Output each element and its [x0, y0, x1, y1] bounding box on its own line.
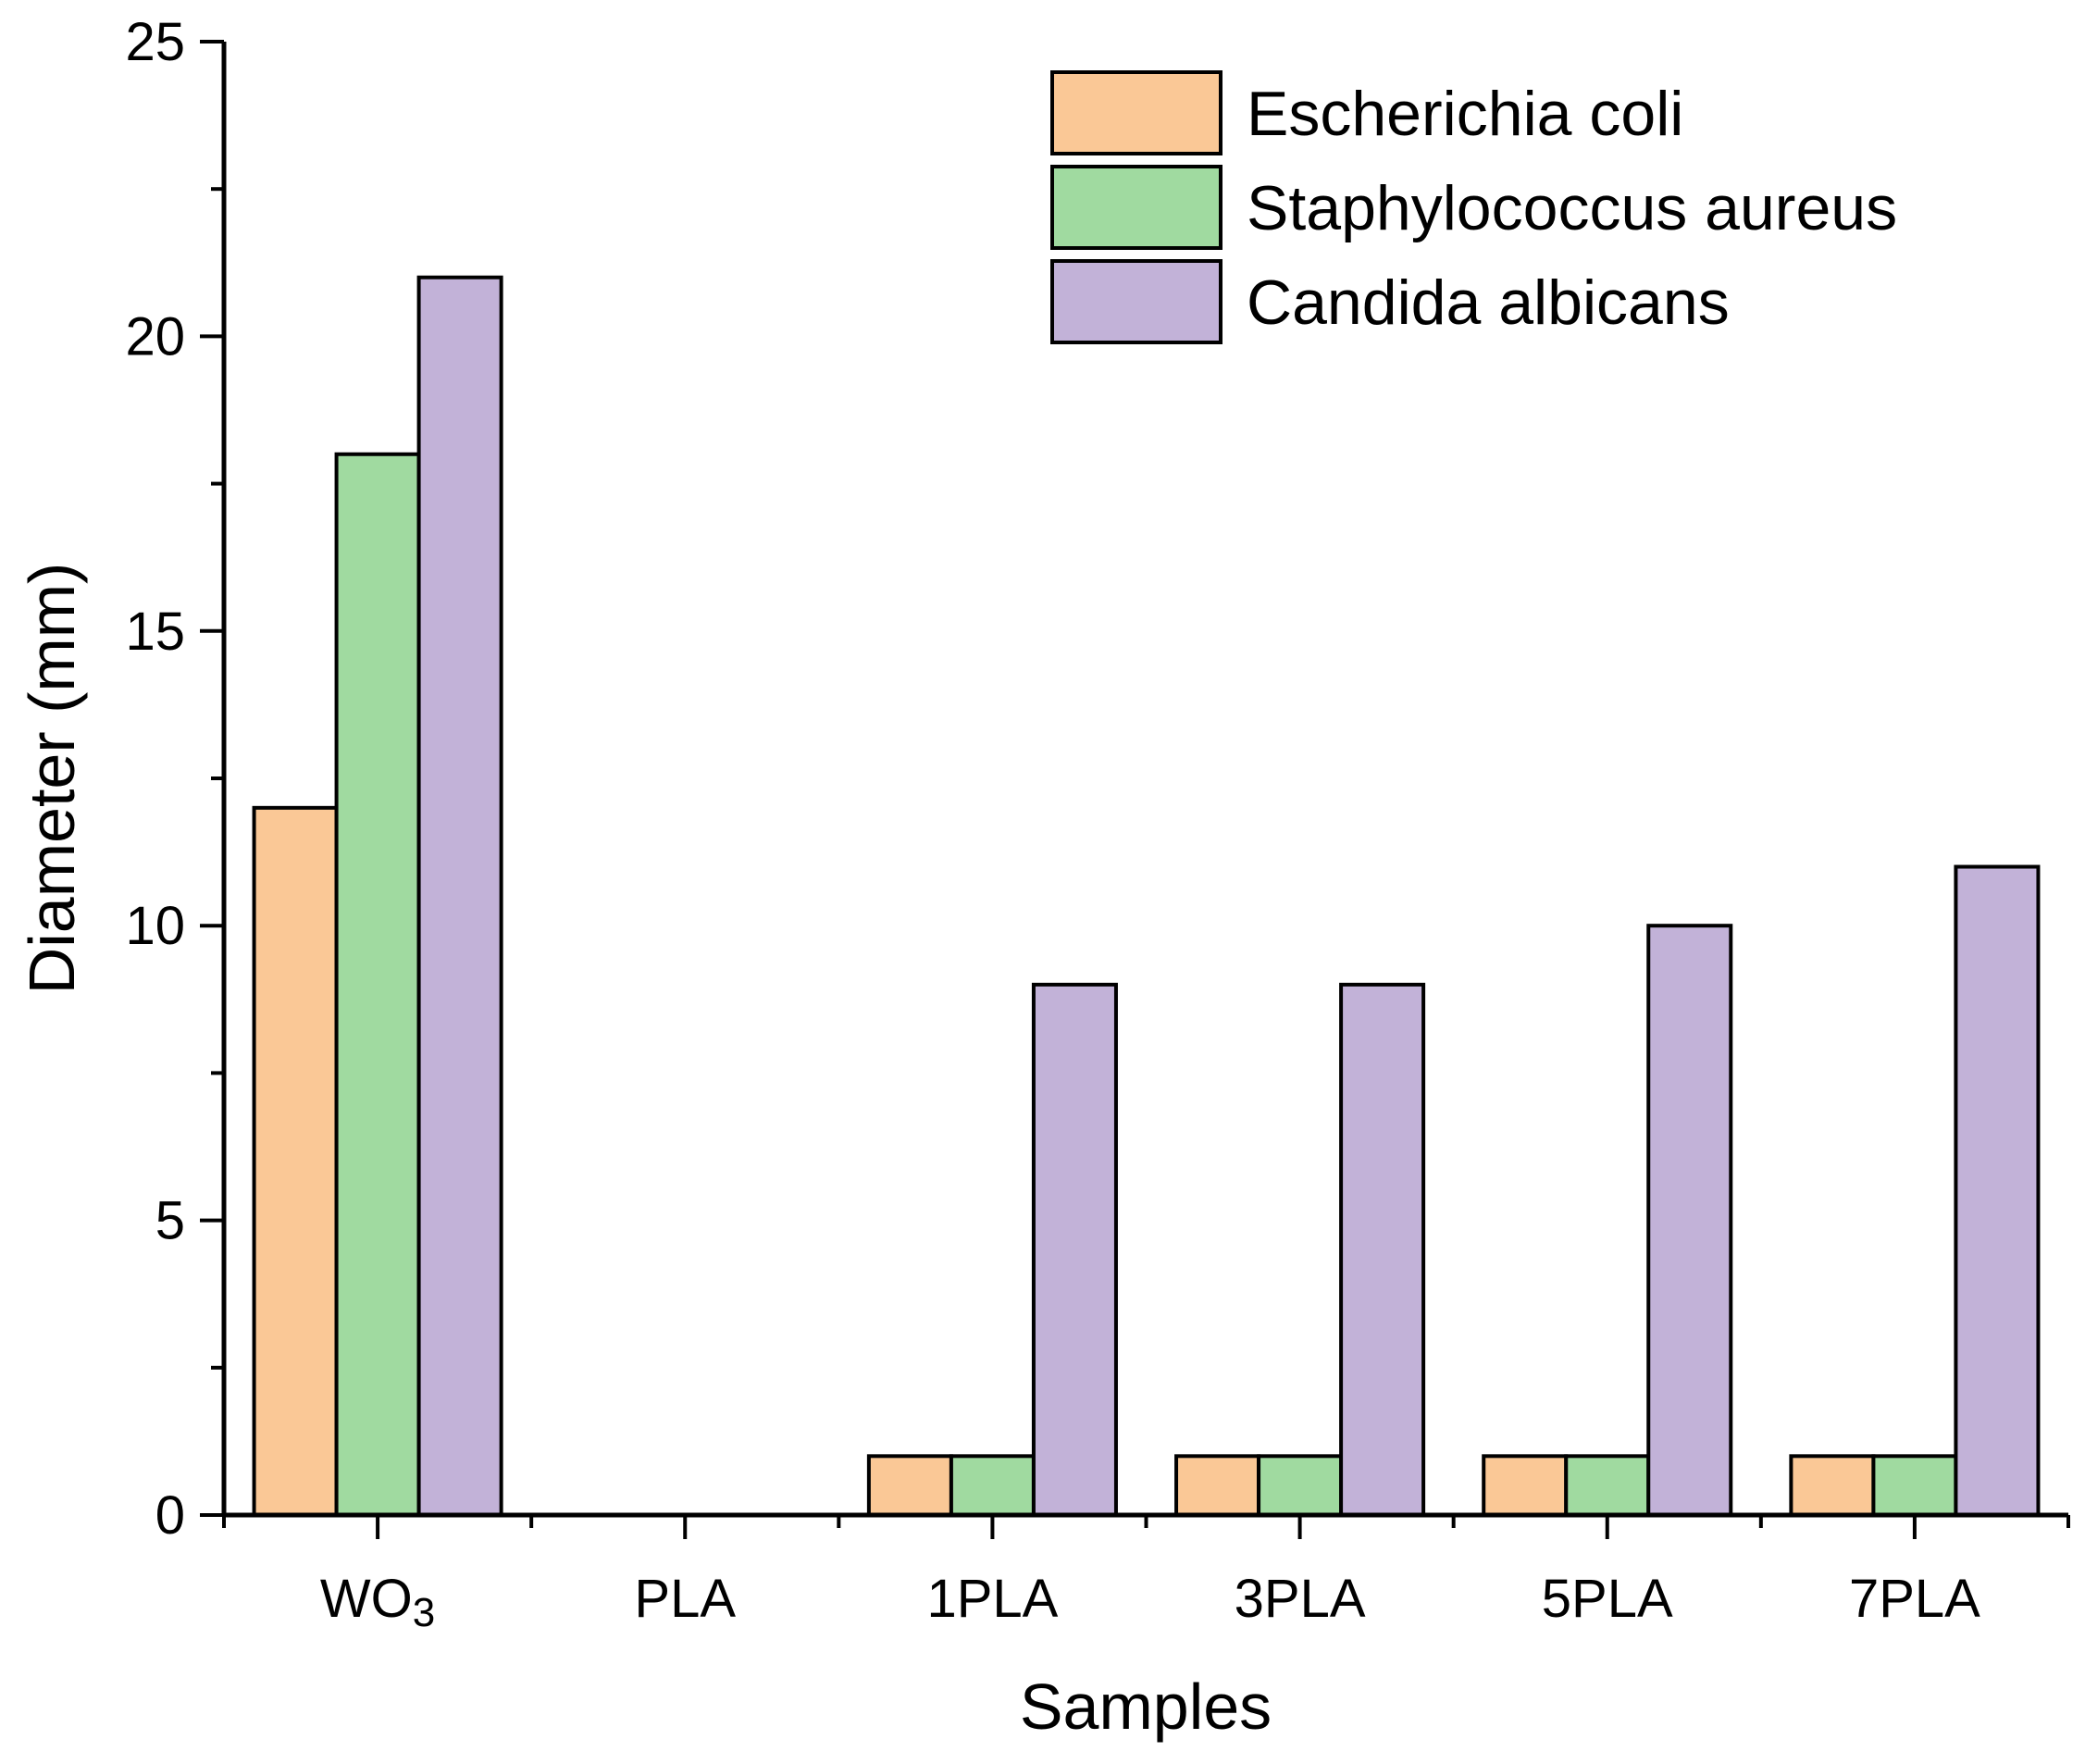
- x-tick-label: 1PLA: [926, 1569, 1058, 1629]
- bar: [1954, 864, 2041, 1517]
- bar: [1871, 1454, 1958, 1517]
- y-axis-title: Diameter (mm): [16, 563, 88, 995]
- legend-swatch: [1050, 70, 1222, 155]
- x-tick-label: 3PLA: [1235, 1569, 1366, 1629]
- legend-label: Escherichia coli: [1247, 79, 1683, 149]
- legend: Escherichia coli Staphylococcus aureus Can…: [1050, 70, 1897, 344]
- bar: [1564, 1454, 1651, 1517]
- y-tick-label: 25: [125, 12, 185, 72]
- legend-label: Staphylococcus aureus: [1247, 173, 1897, 243]
- bar: [1646, 924, 1733, 1517]
- bar: [866, 1454, 953, 1517]
- x-tick-label: 7PLA: [1849, 1569, 1980, 1629]
- bar: [416, 275, 503, 1518]
- bar: [1257, 1454, 1344, 1517]
- bar: [1789, 1454, 1876, 1517]
- x-ticks: WO3 PLA 1PLA 3PLA 5PLA 7PLA: [222, 1515, 2070, 1635]
- y-ticks: 0 5 10 15 20 25: [125, 12, 224, 1546]
- y-tick-label: 0: [155, 1485, 185, 1546]
- x-tick-label: 5PLA: [1542, 1569, 1673, 1629]
- legend-label: Candida albicans: [1247, 267, 1730, 338]
- y-tick-label: 10: [125, 896, 185, 956]
- bar: [1174, 1454, 1261, 1517]
- bar: [1482, 1454, 1569, 1517]
- y-tick-label: 20: [125, 306, 185, 366]
- axes-layer: 0 5 10 15 20 25 WO3 PLA 1PLA 3PLA 5PLA 7PLA: [125, 12, 2070, 1635]
- y-tick-label: 15: [125, 602, 185, 662]
- bar: [949, 1454, 1036, 1517]
- x-tick-label: PLA: [634, 1569, 736, 1629]
- legend-swatch: [1050, 165, 1222, 250]
- y-tick-label: 5: [155, 1191, 185, 1251]
- bar: [1339, 982, 1426, 1517]
- bar: [1031, 982, 1118, 1517]
- legend-swatch: [1050, 259, 1222, 344]
- bars-layer: [252, 275, 2041, 1518]
- bar: [334, 452, 421, 1517]
- bar: [252, 805, 339, 1517]
- x-axis-title: Samples: [1020, 1671, 1272, 1743]
- x-tick-label: WO3: [320, 1569, 435, 1635]
